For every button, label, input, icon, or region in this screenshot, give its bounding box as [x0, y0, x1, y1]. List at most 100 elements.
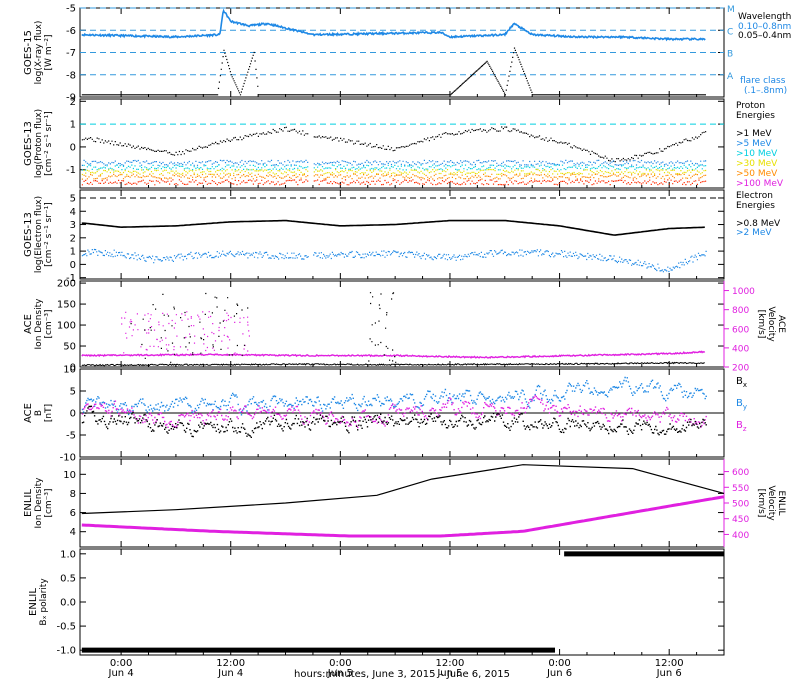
proton-series-2 — [81, 164, 707, 171]
y-tick-label-electron: 2 — [70, 233, 76, 244]
y-axis-label-line: ENLIL — [28, 588, 39, 616]
y-tick-label-enlil: 8 — [70, 489, 76, 500]
y-axis-label-line: GOES-13 — [23, 121, 34, 166]
y-axis-label-line: Ion Density — [34, 477, 44, 529]
xray-short-series — [81, 47, 706, 96]
ace-b-series-1 — [81, 376, 707, 416]
right-tick-label-enlil-velocity: 500 — [732, 500, 749, 510]
y-tick-label-electron: 4 — [70, 207, 76, 218]
ace-velocity-series — [81, 350, 706, 359]
y-axis-label-line: [cm⁻³] — [44, 309, 54, 338]
x-axis-title: hours:minutes, June 3, 2015 – June 6, 20… — [294, 669, 510, 680]
y-axis-label-enlil: ENLIL Ion Density [cm⁻³] — [23, 477, 54, 529]
enlil-velocity-series — [81, 495, 724, 538]
flare-class-label: A — [727, 72, 734, 82]
xray-legend-title: Wavelength — [738, 12, 791, 22]
ace-velocity-spikes — [121, 311, 250, 355]
electron-2mev-series — [81, 248, 707, 273]
y-tick-label-ace_density: 50 — [63, 342, 76, 353]
proton-legend-entry: >30 MeV — [736, 159, 778, 169]
x-tick-time-label: 0:00 — [329, 658, 351, 669]
ace-density-spikes — [130, 292, 397, 363]
y-tick-label-polarity: -0.5 — [56, 622, 76, 633]
y-axis-label-line: Bₓ polarity — [39, 578, 49, 626]
ace-velocity-axis-label-line: Velocity — [766, 306, 776, 342]
electron-legend-entry: >2 MeV — [736, 228, 772, 238]
y-tick-label-ace_b: -5 — [66, 431, 76, 442]
y-tick-label-xray: -5 — [66, 4, 76, 15]
proton-legend-entry: >1 MeV — [736, 129, 772, 139]
ace-b-legend-entry: Bz — [736, 420, 747, 433]
right-tick-label-enlil-velocity: 550 — [732, 484, 749, 494]
flare-class-label: C — [727, 27, 733, 37]
x-tick-time-label: 0:00 — [548, 658, 570, 669]
y-axis-label-ace_density: ACE Ion Density [cm⁻³] — [23, 298, 54, 350]
proton-legend-entry: >10 MeV — [736, 149, 778, 159]
y-axis-label-line: log(Electron flux) — [34, 196, 44, 273]
x-tick-day-label: Jun 5 — [436, 668, 462, 679]
y-tick-label-xray: -8 — [66, 70, 76, 81]
right-tick-label-ace-velocity: 800 — [732, 306, 749, 316]
y-axis-label-polarity: ENLIL Bₓ polarity — [28, 578, 49, 626]
x-tick-day-label: Jun 4 — [108, 668, 134, 679]
y-tick-label-ace_density: 150 — [57, 300, 76, 311]
y-tick-label-ace_b: 0 — [70, 409, 76, 420]
xray-legend-short: 0.05–0.4nm — [738, 31, 791, 41]
xray-long-series — [81, 8, 706, 42]
y-tick-label-electron: -1 — [66, 273, 76, 284]
proton-legend-entry: >100 MeV — [736, 179, 784, 189]
y-tick-label-electron: 5 — [70, 193, 76, 204]
y-axis-label-electron: GOES-13 log(Electron flux) [cm⁻² s⁻¹ sr⁻¹] — [23, 196, 54, 273]
right-tick-label-ace-velocity: 600 — [732, 325, 749, 335]
y-tick-label-proton: 0 — [70, 142, 76, 153]
right-tick-label-ace-velocity: 1000 — [732, 287, 755, 297]
y-axis-label-line: ENLIL — [23, 489, 34, 517]
panel-frame-polarity — [79, 548, 725, 656]
y-tick-label-ace_density: 200 — [57, 279, 76, 290]
y-tick-label-proton: 2 — [70, 97, 76, 108]
x-tick-time-label: 0:00 — [110, 658, 132, 669]
y-axis-label-line: log(X-ray flux) — [34, 21, 44, 85]
y-axis-label-line: [W m⁻²] — [44, 35, 54, 71]
proton-series-1 — [81, 159, 707, 166]
y-axis-label-line: B — [34, 410, 44, 416]
y-axis-label-line: [cm⁻³] — [44, 488, 54, 517]
y-tick-label-electron: 3 — [70, 220, 76, 231]
y-tick-label-electron: 0 — [70, 260, 76, 271]
right-tick-label-enlil-velocity: 450 — [732, 515, 749, 525]
y-tick-label-enlil: 6 — [70, 508, 76, 519]
x-tick-time-label: 12:00 — [655, 658, 684, 669]
y-tick-label-xray: -9 — [66, 93, 76, 104]
panel-frame-enlil — [79, 458, 725, 548]
panel-frame-electron — [79, 189, 725, 280]
ace-density-series — [81, 361, 705, 367]
y-tick-label-polarity: -1.0 — [56, 646, 76, 657]
enlil-velocity-axis-label-line: ENLIL — [776, 490, 786, 515]
y-axis-label-line: [nT] — [44, 404, 54, 422]
y-axis-label-line: ACE — [23, 403, 34, 423]
y-tick-label-enlil: 10 — [63, 470, 76, 481]
y-tick-label-ace_density: 0 — [70, 363, 76, 374]
x-tick-day-label: Jun 6 — [546, 668, 572, 679]
right-tick-label-enlil-velocity: 600 — [732, 468, 749, 478]
x-tick-time-label: 12:00 — [436, 658, 465, 669]
right-tick-label-enlil-velocity: 400 — [732, 531, 749, 541]
proton-legend-subtitle: Energies — [736, 111, 775, 121]
proton-legend-title: Proton — [736, 101, 765, 111]
electron-08-series — [81, 219, 705, 236]
proton-series-0 — [81, 126, 707, 163]
flare-class-label: B — [727, 50, 733, 60]
y-tick-label-ace_b: -10 — [60, 453, 76, 464]
y-tick-label-ace_density: 100 — [57, 321, 76, 332]
y-axis-label-line: [cm⁻² s⁻¹ sr⁻¹] — [44, 111, 54, 176]
proton-series-4 — [81, 173, 707, 180]
y-tick-label-polarity: 1.0 — [60, 549, 76, 560]
x-tick-day-label: Jun 4 — [217, 668, 243, 679]
enlil-velocity-axis-label-line: [km/s] — [756, 489, 766, 518]
right-tick-label-ace-velocity: 400 — [732, 344, 749, 354]
x-tick-time-label: 12:00 — [216, 658, 245, 669]
